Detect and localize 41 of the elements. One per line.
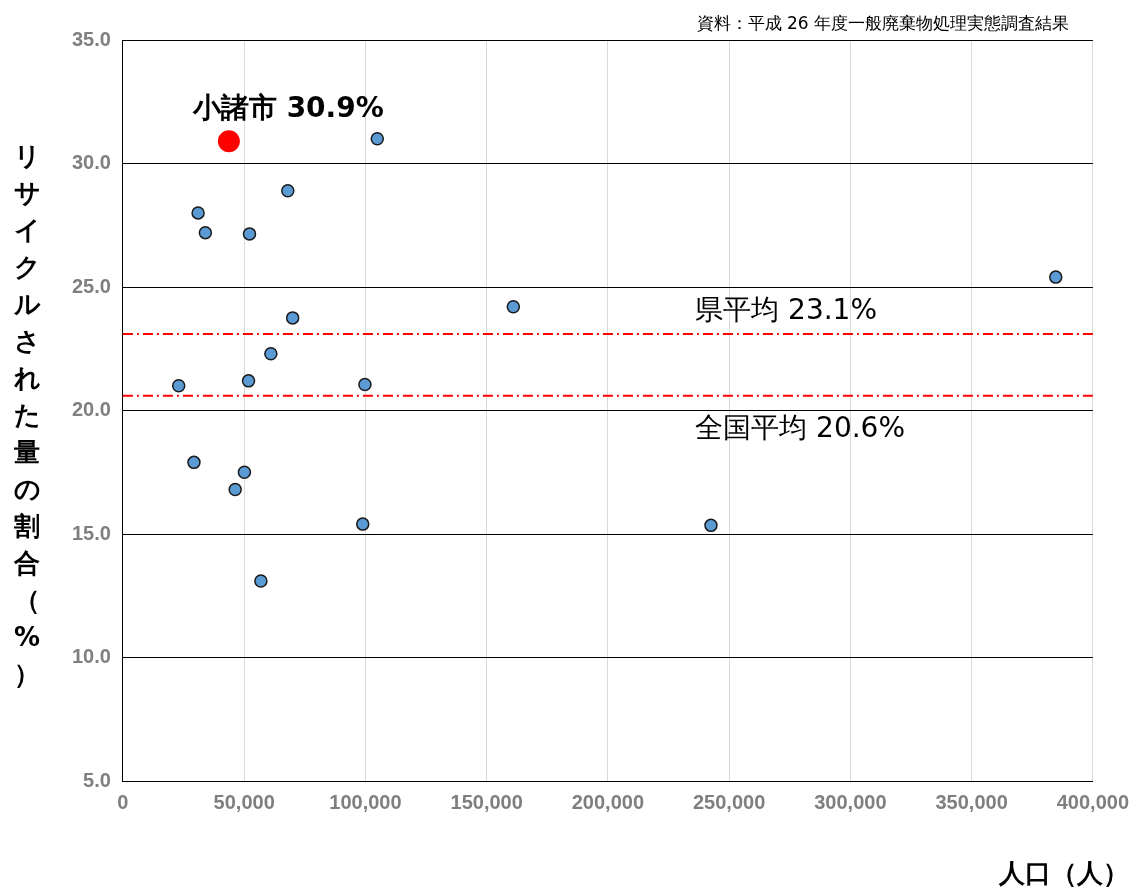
point xyxy=(191,206,205,220)
point xyxy=(358,377,372,392)
y-tick-label: 15.0 xyxy=(71,521,111,544)
point xyxy=(370,132,385,146)
point xyxy=(187,455,201,470)
point xyxy=(228,482,242,497)
x-tick-label: 0 xyxy=(117,790,129,813)
x-tick-label: 50,000 xyxy=(213,790,275,813)
point xyxy=(198,225,213,240)
y-tick-label: 35.0 xyxy=(71,27,111,50)
point xyxy=(281,183,295,198)
point xyxy=(285,311,300,325)
y-tick-label: 30.0 xyxy=(71,151,111,174)
point xyxy=(171,379,186,393)
annotation: 小諸市 30.9% xyxy=(191,90,384,124)
x-tick-label: 400,000 xyxy=(1056,790,1129,813)
x-tick-label: 250,000 xyxy=(692,790,766,813)
y-tick-label: 20.0 xyxy=(71,398,111,421)
point xyxy=(264,346,278,361)
text: リサイクルされた量の割合（%） xyxy=(13,141,41,689)
x-tick-label: 200,000 xyxy=(571,790,645,813)
point xyxy=(217,130,240,153)
y-tick-label: 10.0 xyxy=(71,645,111,668)
x-tick-label: 350,000 xyxy=(935,790,1008,813)
point xyxy=(237,465,252,479)
point xyxy=(241,374,256,388)
x-tick-label: 150,000 xyxy=(450,790,523,813)
x-tick-label: 300,000 xyxy=(814,790,887,813)
y-tick-label: 5.0 xyxy=(83,768,111,791)
y-tick-label: 25.0 xyxy=(71,274,111,297)
point xyxy=(506,300,521,314)
point xyxy=(254,574,268,588)
x-axis-title: 人口（人） xyxy=(999,857,1129,890)
point xyxy=(242,227,257,241)
ref-line-label: 全国平均 20.6% xyxy=(695,410,906,444)
ref-line-label: 県平均 23.1% xyxy=(695,293,878,327)
text: 資料：平成 26 年度一般廃棄物処理実態調査結果 xyxy=(696,12,1069,35)
x-tick-label: 100,000 xyxy=(329,790,402,813)
point xyxy=(704,518,718,533)
point xyxy=(1049,270,1063,284)
point xyxy=(355,517,370,531)
